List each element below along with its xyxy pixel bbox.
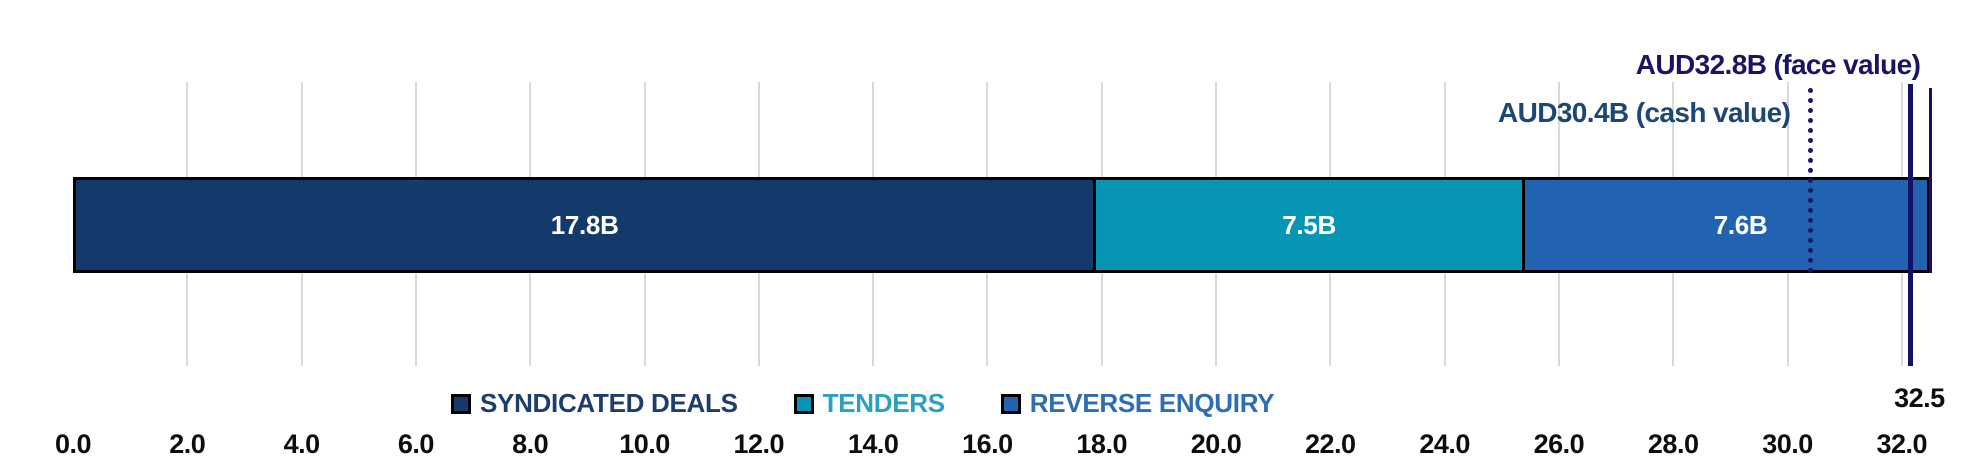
bar-segment-value: 17.8B	[550, 209, 619, 240]
legend-item-reverse-enquiry: REVERSE ENQUIRY	[1000, 388, 1275, 419]
x-tick-label: 10.0	[619, 429, 670, 459]
x-tick-label: 0.0	[54, 429, 92, 459]
x-tick-label: 22.0	[1305, 429, 1356, 459]
legend-label: SYNDICATED DEALS	[480, 388, 738, 418]
bar-segment-value: 7.5B	[1282, 209, 1336, 240]
legend-swatch	[451, 393, 471, 414]
x-tick-label: 2.0	[169, 429, 206, 459]
x-tick-label: 8.0	[512, 429, 549, 459]
x-tick-label: 6.0	[397, 429, 435, 459]
axis-end-line	[1928, 88, 1932, 273]
x-tick-label: 24.0	[1419, 429, 1470, 459]
x-tick-label: 4.0	[283, 429, 321, 459]
stacked-bar: 17.8B 7.5B 7.6B	[73, 177, 1931, 273]
legend-swatch	[1000, 393, 1021, 414]
x-tick-label: 30.0	[1762, 429, 1813, 459]
legend-swatch	[793, 393, 814, 414]
legend: SYNDICATED DEALS TENDERS REVERSE ENQUIRY	[451, 388, 1275, 419]
x-tick-label: 14.0	[847, 429, 899, 459]
bar-segment-syndicated-deals: 17.8B	[76, 180, 1094, 270]
cash-value-line	[1807, 88, 1813, 273]
bar-segment-reverse-enquiry: 7.6B	[1521, 180, 1928, 270]
legend-label: REVERSE ENQUIRY	[1029, 388, 1275, 418]
cash-value-annotation: AUD30.4B (cash value)	[1497, 97, 1791, 128]
axis-end-label: 32.5	[1894, 383, 1945, 413]
legend-item-syndicated-deals: SYNDICATED DEALS	[451, 388, 738, 419]
bar-segment-tenders: 7.5B	[1093, 180, 1522, 270]
x-tick-label: 12.0	[733, 429, 785, 459]
x-tick-label: 26.0	[1533, 429, 1585, 459]
face-value-annotation: AUD32.8B (face value)	[1635, 49, 1921, 80]
x-tick-label: 16.0	[962, 429, 1013, 459]
x-tick-label: 18.0	[1076, 429, 1127, 459]
x-tick-label: 32.0	[1876, 429, 1928, 459]
bar-segment-value: 7.6B	[1713, 209, 1768, 240]
x-tick-label: 28.0	[1647, 429, 1699, 459]
face-value-line	[1907, 84, 1913, 366]
legend-label: TENDERS	[822, 388, 945, 418]
x-tick-label: 20.0	[1190, 429, 1242, 459]
legend-item-tenders: TENDERS	[793, 388, 945, 419]
